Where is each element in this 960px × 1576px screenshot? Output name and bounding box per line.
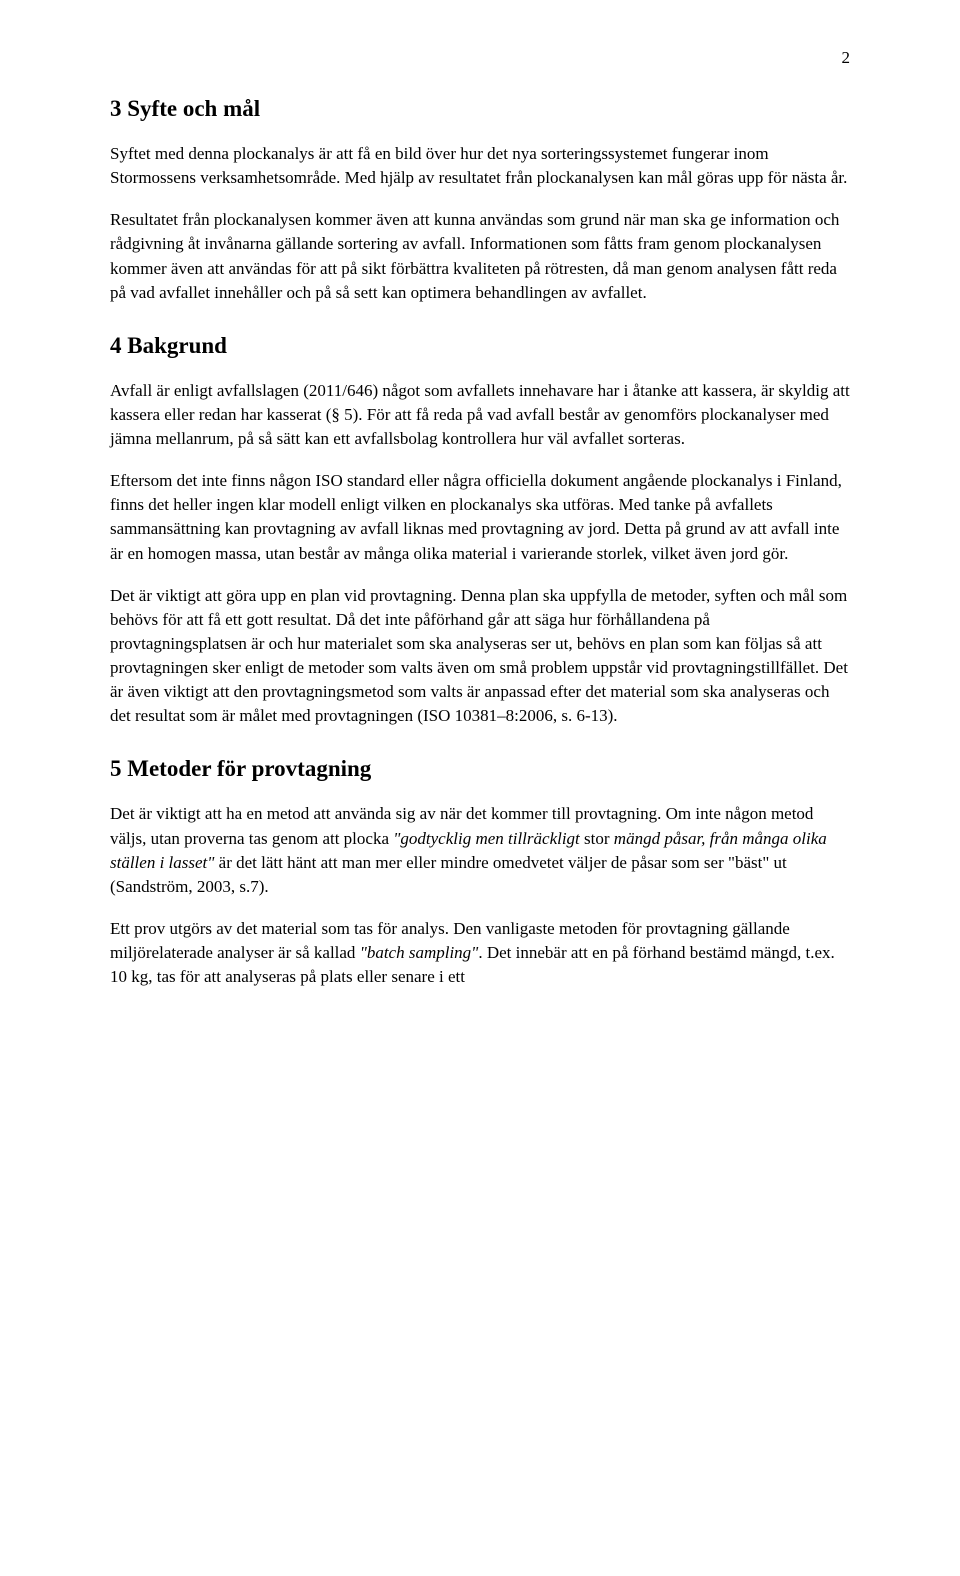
paragraph-s5-2: Ett prov utgörs av det material som tas … (110, 917, 850, 989)
paragraph-s3-1: Syftet med denna plockanalys är att få e… (110, 142, 850, 190)
page-number: 2 (110, 48, 850, 68)
paragraph-s4-3: Det är viktigt att göra upp en plan vid … (110, 584, 850, 729)
italic-text: "godtycklig men tillräckligt (393, 829, 580, 848)
italic-text: "batch sampling" (360, 943, 479, 962)
text-span: stor (580, 829, 614, 848)
paragraph-s4-2: Eftersom det inte finns någon ISO standa… (110, 469, 850, 566)
paragraph-s3-2: Resultatet från plockanalysen kommer äve… (110, 208, 850, 305)
paragraph-s5-1: Det är viktigt att ha en metod att använ… (110, 802, 850, 899)
heading-metoder-for-provtagning: 5 Metoder för provtagning (110, 756, 850, 782)
heading-syfte-och-mal: 3 Syfte och mål (110, 96, 850, 122)
heading-bakgrund: 4 Bakgrund (110, 333, 850, 359)
paragraph-s4-1: Avfall är enligt avfallslagen (2011/646)… (110, 379, 850, 451)
